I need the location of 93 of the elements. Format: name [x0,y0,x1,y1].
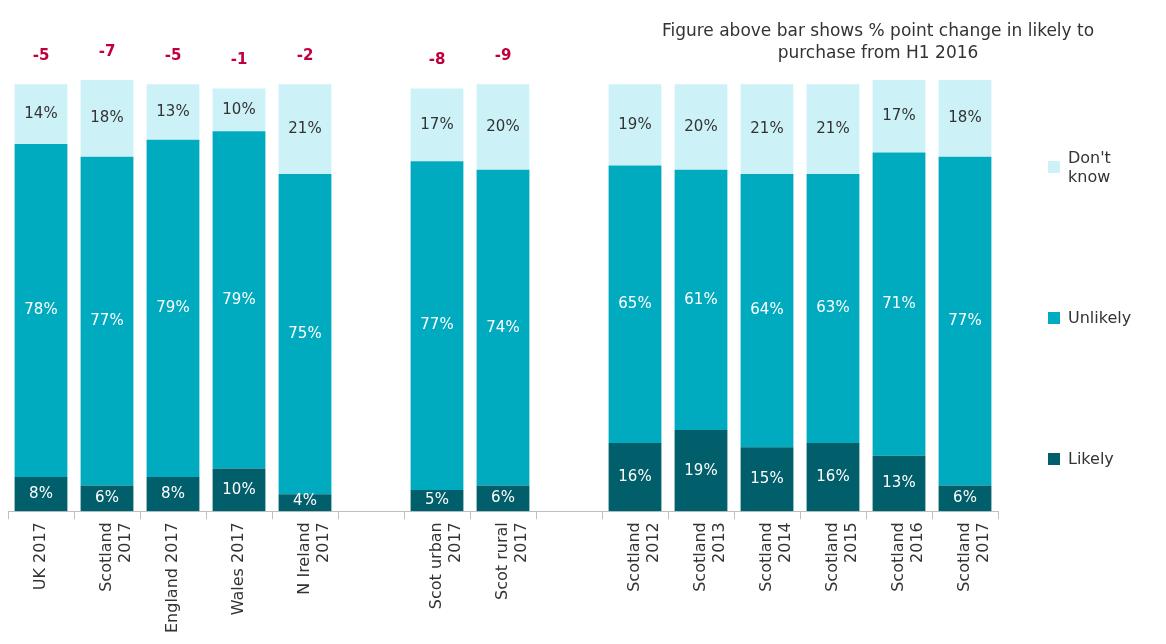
text: Figure above bar shows % point change in likely to purchase from H1 2016 [661,20,1095,63]
bar [608,165,662,443]
annotation: -5 [164,46,182,65]
x-tick-label: Scotland 2012 [624,522,663,592]
data-label: 78% [24,300,58,319]
bar [476,169,530,486]
bar [410,161,464,490]
bar [608,442,662,512]
bar [278,84,332,174]
data-label: 77% [420,315,454,334]
data-label: 79% [222,289,256,308]
data-label: 18% [948,108,982,127]
bar [212,131,266,469]
data-label: 17% [882,106,916,125]
bar [476,84,530,170]
data-label: 64% [750,300,784,319]
data-label: 16% [618,466,652,485]
data-label: 15% [750,469,784,488]
bar [146,84,200,140]
x-tick-label: England 2017 [162,522,182,634]
bar [938,80,992,157]
data-label: 63% [816,298,850,317]
bar [608,84,662,166]
legend-label: Don't know [1067,148,1112,186]
data-label: 77% [90,311,124,330]
data-label: 77% [948,311,982,330]
data-label: 21% [816,118,850,137]
x-tick-label: UK 2017 [30,522,50,591]
x-tick-label: N Ireland 2017 [294,522,333,595]
data-label: 19% [684,460,718,479]
data-label: 21% [750,118,784,137]
data-label: 10% [222,99,256,118]
data-label: 6% [95,488,119,507]
data-label: 65% [618,294,652,313]
x-tick-label: Scotland 2016 [888,522,927,592]
data-label: 21% [288,118,322,137]
data-label: 13% [156,101,190,120]
bar [674,430,728,512]
bar [872,152,926,456]
bar [674,169,728,431]
data-label: 8% [29,484,53,503]
data-label: 75% [288,323,322,342]
data-label: 14% [24,104,58,123]
x-tick-label: Scotland 2017 [96,522,135,592]
x-tick-label: Scot urban 2017 [426,522,465,610]
bar [146,139,200,478]
data-label: 20% [486,116,520,135]
data-label: 8% [161,484,185,503]
x-tick-label: Scotland 2017 [954,522,993,592]
bar [806,173,860,443]
annotation: -5 [32,46,50,65]
data-label: 5% [425,490,449,509]
data-label: 16% [816,466,850,485]
data-label: 4% [293,491,317,510]
x-tick-label: Scotland 2015 [822,522,861,592]
bar [410,88,464,162]
data-label: 13% [882,473,916,492]
bar [938,156,992,486]
bar [80,156,134,486]
x-tick-label: Scot rural 2017 [492,522,531,600]
data-label: 71% [882,294,916,313]
data-label: 20% [684,116,718,135]
data-label: 10% [222,479,256,498]
x-tick-label: Scotland 2013 [690,522,729,592]
bar [872,455,926,512]
bar [740,173,794,448]
x-tick-label: Wales 2017 [228,522,248,616]
legend-label: Likely [1068,449,1114,468]
data-label: 19% [618,114,652,133]
bar [806,442,860,512]
data-label: 79% [156,298,190,317]
annotation: -8 [428,50,446,69]
data-label: 17% [420,114,454,133]
annotation: -9 [494,46,512,65]
data-label: 18% [90,108,124,127]
x-tick-label: Scotland 2014 [756,522,795,592]
data-label: 6% [491,488,515,507]
bar [14,84,68,145]
data-label: 61% [684,289,718,308]
bar [740,84,794,174]
data-label: 74% [486,317,520,336]
bar [806,84,860,174]
annotation: -7 [98,41,116,60]
bar [14,144,68,478]
annotation: -1 [230,50,248,69]
bar [872,80,926,153]
bar [740,447,794,512]
bar [674,84,728,170]
bar [278,173,332,495]
legend-label: Unlikely [1068,308,1132,327]
data-label: 6% [953,488,977,507]
annotation: -2 [296,46,314,65]
bar [80,80,134,157]
